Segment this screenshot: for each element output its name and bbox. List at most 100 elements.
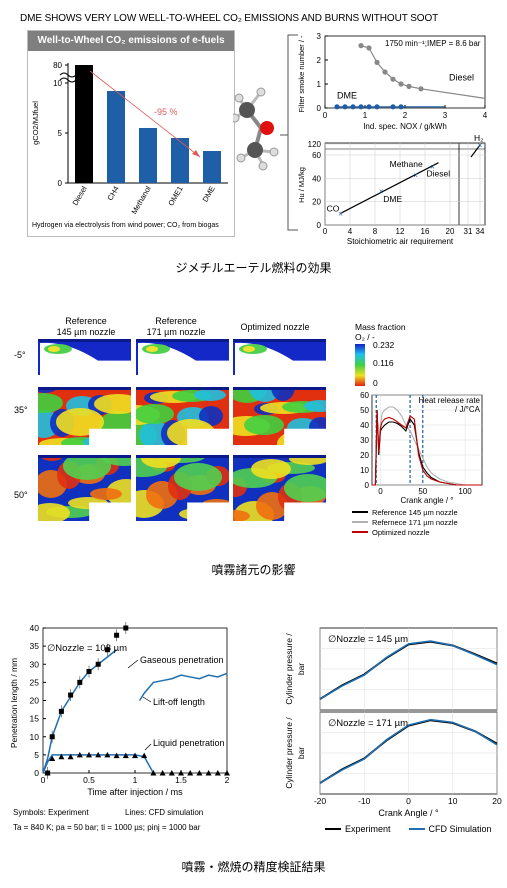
y-tick-label: 1 — [317, 80, 322, 89]
exp-liquid-point — [49, 755, 56, 761]
legend-experiment: Experiment — [345, 824, 391, 834]
x-tick-label: 1.5 — [175, 775, 187, 785]
cfd-field-image — [136, 455, 229, 521]
y-tick-label: 10 — [30, 732, 40, 742]
diesel-point — [406, 83, 412, 89]
x-tick-label: 4 — [483, 111, 488, 120]
x-tick-label: 100 — [458, 487, 472, 496]
point-label: Diesel — [427, 169, 451, 179]
point-marker: × — [379, 187, 384, 196]
x-tick-label: -10 — [358, 796, 371, 806]
dme-point — [358, 104, 364, 110]
y-tick-label: 20 — [312, 198, 321, 207]
x-tick-label: 4 — [348, 227, 353, 236]
y-axis-label: Hu / MJ/kg — [297, 167, 306, 203]
hu-chart: 0 4 8 12 16 20 31 34 0 20 40 60 120 Stoichiometric ai… — [297, 135, 486, 245]
bracket — [280, 34, 298, 231]
x-tick-label: 50 — [418, 487, 427, 496]
diesel-label: Diesel — [449, 72, 474, 82]
cfd-line — [319, 640, 498, 700]
cfd-liftoff-line — [138, 672, 228, 701]
exp-liquid-point — [104, 751, 111, 758]
point-marker: × — [338, 209, 343, 218]
dme-molecule — [233, 87, 279, 171]
x-tick-label: OME1 — [166, 185, 184, 208]
cfd-row-label: 50° — [14, 490, 28, 500]
dme-point — [398, 104, 404, 110]
dme-point — [366, 104, 372, 110]
carbon-atom — [239, 102, 255, 118]
exp-gaseous-point — [104, 647, 110, 653]
x-tick-label: 0 — [378, 487, 383, 496]
x-tick-label: 3 — [443, 111, 448, 120]
liquid-label: Liquid penetration — [153, 738, 225, 748]
exp-liquid-point — [205, 770, 212, 776]
symbols-note: Symbols: Experiment — [13, 808, 89, 817]
x-tick-label: 12 — [396, 227, 405, 236]
condition-label: 1750 min⁻¹;IMEP = 8.6 bar — [385, 39, 481, 48]
y-tick-label: 50 — [360, 406, 369, 415]
y-axis-unit: bar — [296, 663, 306, 675]
caption-fig1: ジメチルエーテル燃料の効果 — [175, 261, 332, 275]
y-axis-label: gCO2/MJfuel — [31, 101, 40, 145]
exp-liquid-point — [224, 770, 230, 776]
diesel-point — [398, 81, 404, 87]
dme-point — [334, 104, 340, 110]
oxygen-atom — [260, 121, 274, 135]
point-label: CO — [327, 203, 340, 213]
y-tick-label: 0 — [58, 179, 63, 188]
colorbar-title: O₂ / - — [355, 332, 375, 342]
x-axis-label: Crank Angle / ° — [378, 808, 439, 818]
cfd-col-title: Reference 145 µm nozzle — [56, 316, 116, 337]
y-tick-label: 40 — [312, 174, 321, 183]
cfd-field-image — [38, 387, 131, 445]
exp-liquid-point — [168, 770, 175, 776]
y-tick-label: 2 — [317, 56, 322, 65]
point-label: H₂ — [474, 135, 483, 143]
x-tick-label: Methanol — [130, 184, 153, 216]
diesel-point — [390, 76, 396, 82]
trend-line — [340, 162, 439, 214]
axis-break — [59, 72, 77, 83]
x-tick-label: CH4 — [105, 185, 120, 203]
x-tick-label: 20 — [492, 796, 502, 806]
colorbar-gradient — [355, 344, 365, 386]
x-axis-label: Ind. spec. NOX / g/kWh — [363, 122, 447, 131]
diesel-point — [382, 69, 388, 75]
hrr-chart: 0 50 100 0 10 20 30 40 50 60 Heat release rate/ J/… — [352, 391, 483, 537]
cfd-field-image — [136, 387, 229, 445]
exp-liquid-point — [44, 770, 51, 776]
legend-item: Refernece 171 µm nozzle — [372, 518, 458, 527]
legend-item: Optimized nozzle — [372, 528, 430, 537]
exp-gaseous-point — [95, 661, 101, 667]
nozzle-panel-label: ∅Nozzle = 145 µm — [328, 634, 408, 645]
y-tick-label: 30 — [360, 436, 369, 445]
reduction-arrow — [89, 70, 201, 158]
diesel-point — [374, 59, 380, 65]
diesel-point — [418, 86, 424, 92]
y-tick-label: 80 — [53, 61, 62, 70]
exp-liquid-point — [141, 752, 148, 759]
x-axis-label: Stoichiometric air requirement — [347, 237, 454, 245]
y-tick-label: 120 — [308, 140, 322, 149]
point-marker: × — [430, 163, 435, 172]
dme-point — [342, 104, 348, 110]
y-tick-label: 40 — [30, 623, 40, 633]
exp-liquid-point — [132, 752, 138, 759]
reduction-label: -95 % — [154, 107, 178, 117]
exp-gaseous-point — [58, 708, 64, 714]
diesel-point — [358, 43, 364, 49]
exp-liquid-point — [122, 752, 129, 759]
y-tick-label: 60 — [312, 151, 321, 160]
exp-gaseous-point — [114, 632, 120, 638]
exp-liquid-point — [95, 751, 102, 758]
cfd-row-label: 35° — [14, 405, 28, 415]
exp-gaseous-point — [123, 625, 129, 631]
conditions-note: Ta = 840 K; pa = 50 bar; ti = 1000 µs; p… — [13, 823, 201, 832]
top-banner: DME SHOWS VERY LOW WELL-TO-WHEEL CO₂ EMI… — [20, 13, 439, 24]
exp-gaseous-point — [68, 692, 74, 698]
exp-liquid-point — [178, 770, 184, 776]
y-tick-label: 40 — [360, 421, 369, 430]
